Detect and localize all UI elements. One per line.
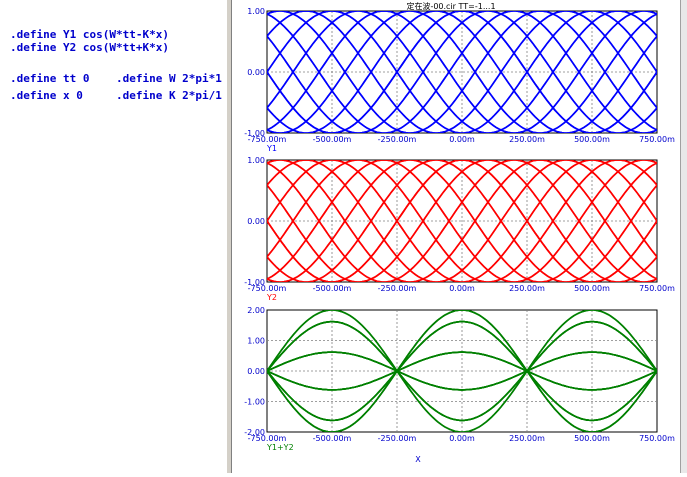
y1-plot: -750.00m -500.00m -250.00m 0.00m 250.00m 500.… [244,7,675,153]
x-tick-label: 750.00m [639,434,675,443]
x-tick-label: -500.00m [313,135,352,144]
x-tick-label: 250.00m [509,434,545,443]
x-axis-label: X [415,455,421,464]
trace-line [267,11,657,133]
y-tick-label: -1.00 [244,129,265,138]
y-tick-label: 1.00 [247,7,265,16]
x-tick-label: 500.00m [574,135,610,144]
trace-label: Y1 [266,144,277,153]
trace-line [267,320,657,422]
trace-line [267,351,657,391]
y-tick-label: 1.00 [247,156,265,165]
trace-line [267,320,657,422]
x-tick-label: -250.00m [378,434,417,443]
netlist-pane[interactable]: .define Y1 cos(W*tt-K*x) .define Y2 cos(… [0,0,226,473]
x-tick-label: 500.00m [574,434,610,443]
y-tick-label: 0.00 [247,217,265,226]
x-tick-label: 0.00m [449,284,475,293]
trace-line [267,11,657,133]
trace-label: Y1+Y2 [266,443,294,452]
x-tick-label: -750.00m [248,135,287,144]
trace-label: Y2 [266,293,277,302]
x-tick-label: 750.00m [639,135,675,144]
trace-line [267,160,657,282]
trace-line [267,11,657,133]
y-tick-label: -1.00 [244,398,265,407]
x-tick-label: -500.00m [313,434,352,443]
sum-plot: -750.00m -500.00m -250.00m 0.00m 250.00m 500.… [244,306,675,452]
code-line-1: .define Y1 cos(W*tt-K*x) [10,28,169,41]
x-tick-label: -750.00m [248,284,287,293]
pane-splitter[interactable] [226,0,232,473]
x-tick-label: -250.00m [378,135,417,144]
trace-line [267,351,657,391]
code-line-2: .define Y2 cos(W*tt+K*x) [10,41,169,54]
vertical-scrollbar[interactable] [680,0,687,473]
y-tick-label: -1.00 [244,278,265,287]
y2-plot: -750.00m -500.00m -250.00m 0.00m 250.00m 500.… [244,156,675,302]
x-tick-label: 0.00m [449,434,475,443]
x-tick-label: 0.00m [449,135,475,144]
y-tick-label: 0.00 [247,367,265,376]
y-tick-label: 1.00 [247,337,265,346]
code-line-5: .define x 0 .define K 2*pi/1 [10,89,222,102]
plot-title: 定在波-00.cir TT=-1...1 [406,1,495,11]
waveform-pane[interactable]: 定在波-00.cir TT=-1...1 -750.00m -500.00m -25… [232,0,680,473]
trace-line [267,11,657,133]
x-tick-label: 500.00m [574,284,610,293]
x-tick-label: 750.00m [639,284,675,293]
waveform-plots: 定在波-00.cir TT=-1...1 -750.00m -500.00m -25… [244,1,675,464]
y-tick-label: -2.00 [244,428,265,437]
x-tick-label: 250.00m [509,135,545,144]
y-tick-label: 2.00 [247,306,265,315]
trace-line [267,160,657,282]
trace-line [267,160,657,282]
x-tick-label: -500.00m [313,284,352,293]
code-line-4: .define tt 0 .define W 2*pi*1 [10,72,222,85]
x-tick-label: -750.00m [248,434,287,443]
x-tick-label: 250.00m [509,284,545,293]
y-tick-label: 0.00 [247,68,265,77]
x-tick-label: -250.00m [378,284,417,293]
trace-line [267,160,657,282]
